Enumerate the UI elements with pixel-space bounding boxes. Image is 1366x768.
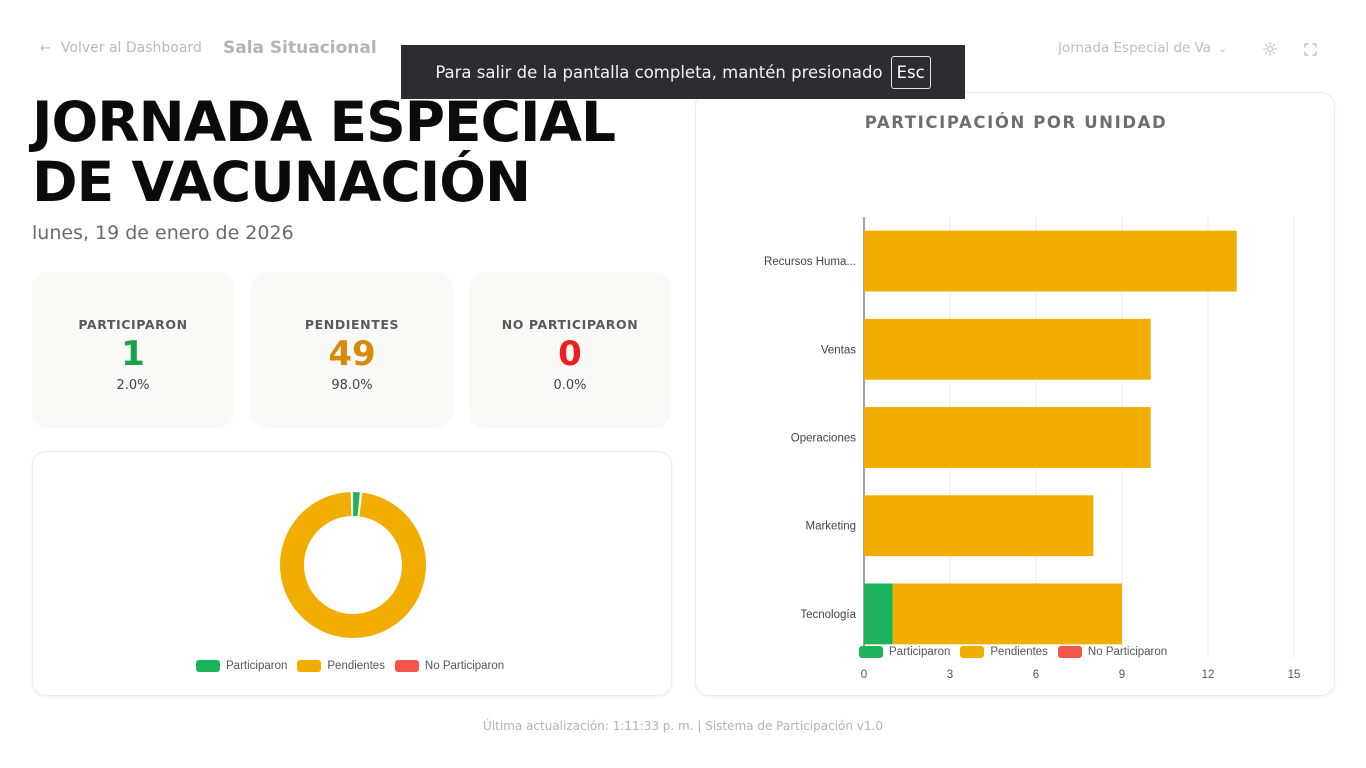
app-title: Sala Situacional <box>223 38 377 58</box>
fullscreen-notice-text: Para salir de la pantalla completa, mant… <box>435 62 883 82</box>
bar-chart: 0 3 6 9 12 15 Recursos Huma... Ventas Operacione… <box>764 217 1301 681</box>
chevron-down-icon: ⌄ <box>1218 41 1228 55</box>
legend-swatch <box>297 660 322 672</box>
x-tick-label: 12 <box>1202 669 1215 681</box>
y-tick-label: Recursos Huma... <box>764 256 856 268</box>
x-tick-label: 3 <box>947 669 953 681</box>
donut-slice-participaron[interactable] <box>353 492 360 517</box>
footer-status: Última actualización: 1:11:33 p. m. | Si… <box>483 719 883 733</box>
back-label: Volver al Dashboard <box>60 40 202 56</box>
stat-value: 0 <box>558 334 582 374</box>
legend-label: No Participaron <box>424 660 505 672</box>
fullscreen-exit-notice: Para salir de la pantalla completa, mant… <box>401 45 965 99</box>
legend-swatch <box>859 646 883 658</box>
legend-label: Pendientes <box>990 646 1048 658</box>
legend-item-pendientes[interactable]: Pendientes <box>960 646 1048 658</box>
event-selector[interactable]: Jornada Especial de Vacunación ⌄ <box>1058 40 1234 56</box>
bar-pendientes[interactable] <box>892 583 1122 645</box>
stat-value: 1 <box>121 334 145 374</box>
arrow-left-icon: ← <box>40 40 51 56</box>
x-tick-label: 9 <box>1119 669 1125 681</box>
stat-label: PARTICIPARON <box>78 317 188 332</box>
legend-label: Pendientes <box>327 660 385 672</box>
legend-item-participaron[interactable]: Participaron <box>859 646 950 658</box>
stat-card-participaron: PARTICIPARON 1 2.0% <box>32 272 234 428</box>
back-to-dashboard-link[interactable]: ← Volver al Dashboard <box>40 40 202 56</box>
legend-swatch <box>1057 646 1082 658</box>
event-selector-value: Jornada Especial de Vacunación <box>1058 40 1210 56</box>
legend-label: No Participaron <box>1087 646 1168 658</box>
page-title: JORNADA ESPECIAL DE VACUNACIÓN <box>32 92 672 212</box>
top-bar: ← Volver al Dashboard Sala Situacional J… <box>0 0 1366 96</box>
fullscreen-button[interactable] <box>1299 38 1321 60</box>
legend-item-pendientes[interactable]: Pendientes <box>297 660 385 672</box>
donut-chart-panel: Participaron Pendientes No Participaron <box>32 451 672 696</box>
sun-icon <box>1263 42 1277 56</box>
chart-title: PARTICIPACIÓN POR UNIDAD <box>864 113 1168 132</box>
legend-label: Participaron <box>889 646 951 658</box>
stat-label: NO PARTICIPARON <box>501 317 639 332</box>
esc-key-badge: Esc <box>890 55 931 89</box>
x-tick-label: 0 <box>861 669 867 681</box>
bar-pendientes[interactable] <box>864 495 1094 557</box>
legend-swatch <box>196 660 220 672</box>
stat-card-no-participaron: NO PARTICIPARON 0 0.0% <box>469 272 671 428</box>
legend-item-no-participaron[interactable]: No Participaron <box>1057 646 1168 658</box>
event-date: lunes, 19 de enero de 2026 <box>32 222 294 244</box>
legend-swatch <box>960 646 985 658</box>
page-title-line-1: JORNADA ESPECIAL <box>32 90 616 154</box>
x-tick-label: 6 <box>1033 669 1039 681</box>
bar-pendientes[interactable] <box>864 318 1151 380</box>
stat-value: 49 <box>328 334 376 374</box>
stat-percent: 98.0% <box>331 378 373 393</box>
y-tick-label: Tecnología <box>800 609 856 621</box>
bar-chart-panel: PARTICIPACIÓN POR UNIDAD 0 3 6 9 12 15 Recurso… <box>695 92 1335 696</box>
y-tick-label: Marketing <box>806 521 857 533</box>
y-tick-label: Operaciones <box>791 433 856 445</box>
stat-percent: 0.0% <box>553 378 587 393</box>
bar-pendientes[interactable] <box>864 407 1151 468</box>
y-tick-label: Ventas <box>821 344 856 356</box>
legend-swatch <box>394 660 419 672</box>
legend-item-no-participaron[interactable]: No Participaron <box>394 660 505 672</box>
stat-label: PENDIENTES <box>304 317 400 332</box>
bar-pendientes[interactable] <box>864 230 1237 292</box>
fullscreen-icon <box>1303 42 1317 56</box>
stat-percent: 2.0% <box>116 378 150 393</box>
x-tick-label: 15 <box>1288 669 1301 681</box>
bar-legend: Participaron Pendientes No Participaron <box>859 646 1167 658</box>
legend-item-participaron[interactable]: Participaron <box>196 660 287 672</box>
bar-participaron[interactable] <box>864 583 893 645</box>
legend-label: Participaron <box>226 660 288 672</box>
donut-chart <box>279 492 426 638</box>
donut-slice-pendientes[interactable] <box>279 492 426 638</box>
theme-toggle-button[interactable] <box>1259 38 1281 60</box>
stat-card-pendientes: PENDIENTES 49 98.0% <box>251 272 453 428</box>
donut-legend: Participaron Pendientes No Participaron <box>196 660 504 672</box>
page-title-line-2: DE VACUNACIÓN <box>32 150 531 214</box>
